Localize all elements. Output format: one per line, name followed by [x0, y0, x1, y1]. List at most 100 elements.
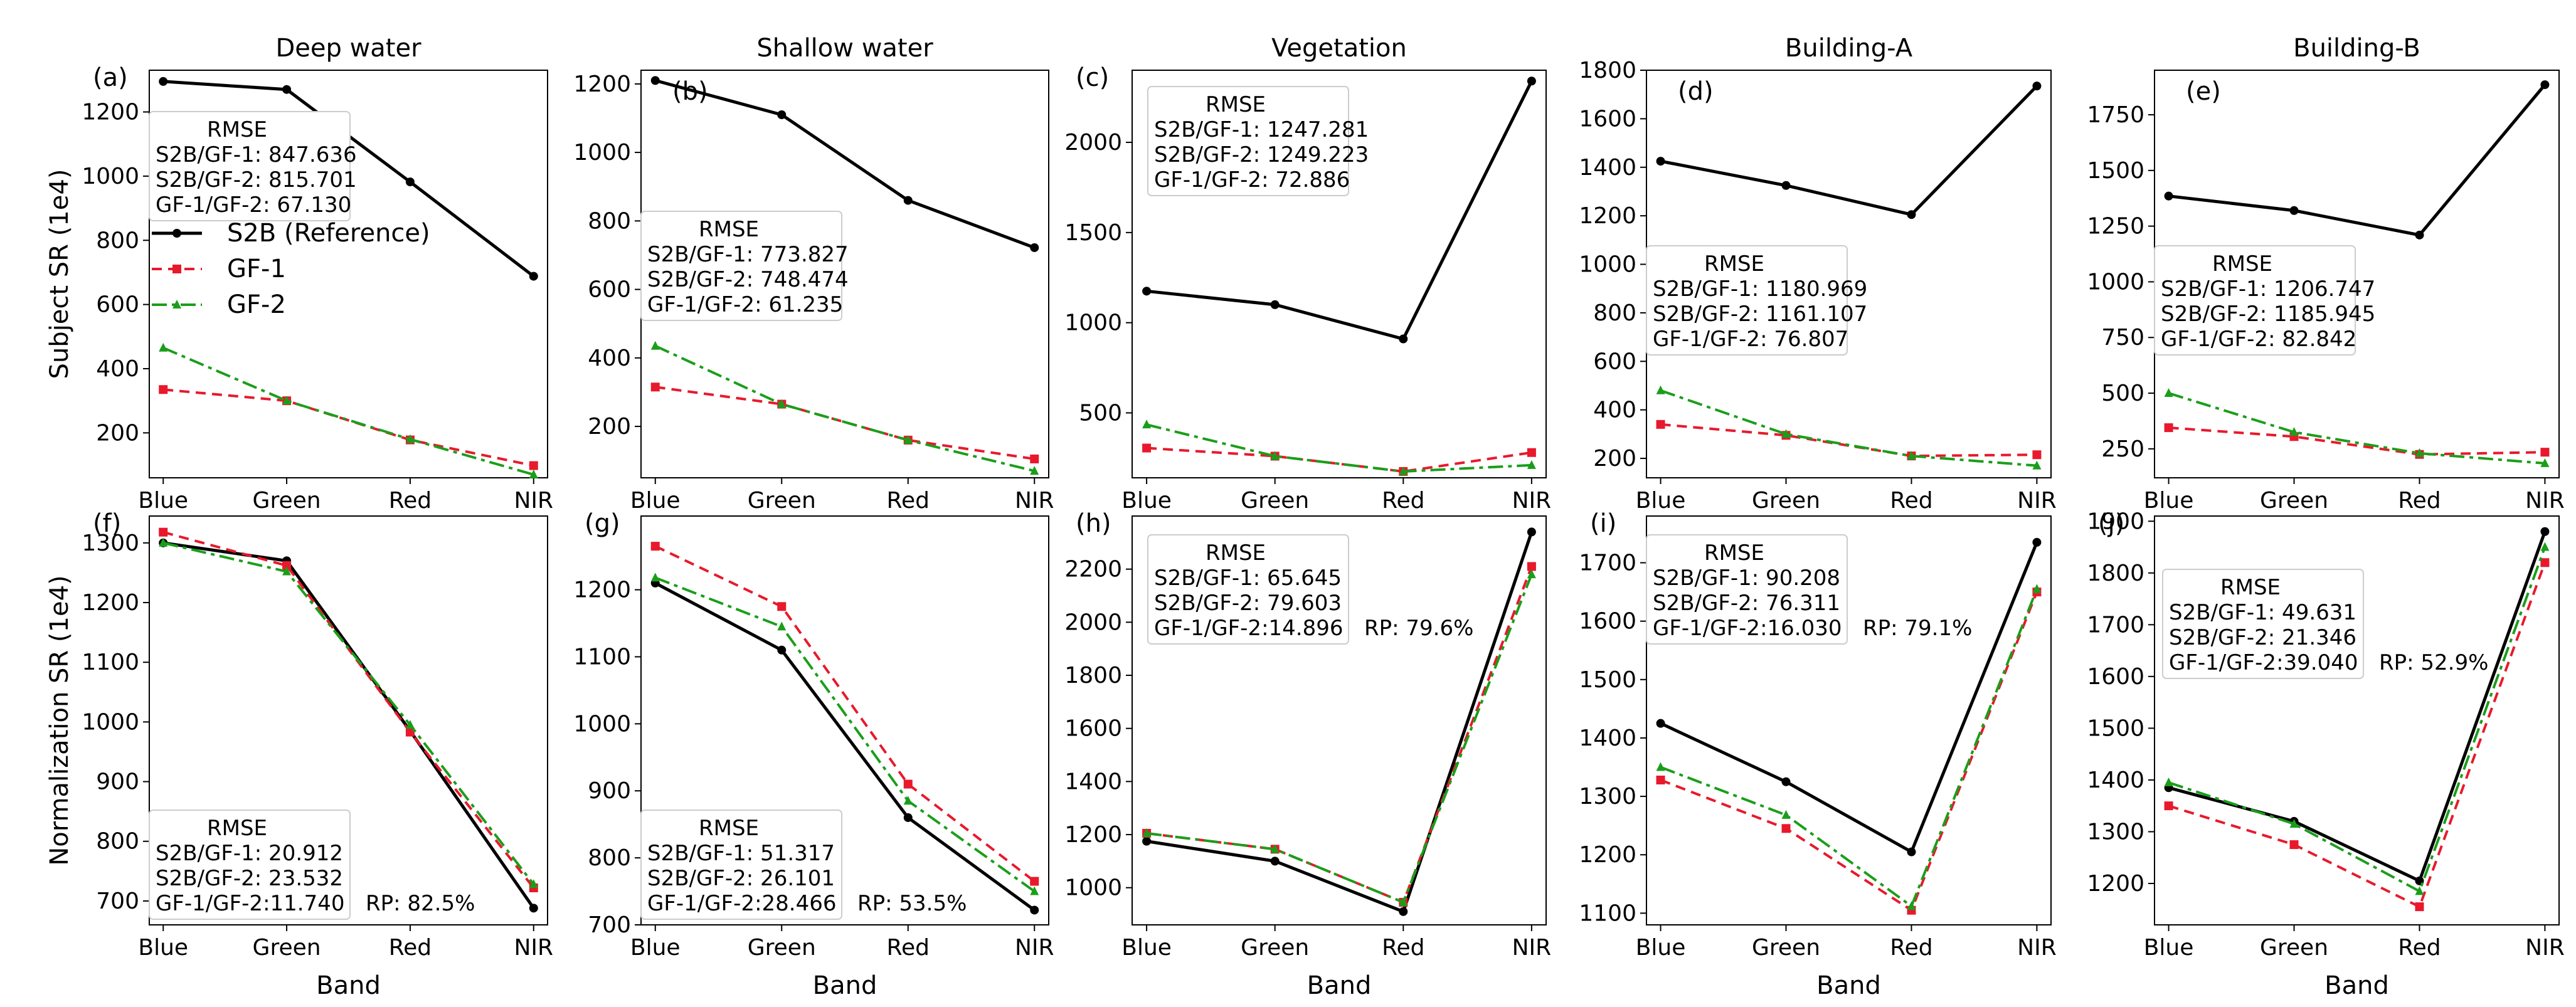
rmse-line: S2B/GF-2: 815.701	[156, 167, 357, 192]
rmse-box-frame	[149, 111, 351, 221]
x-tick-label: Green	[1241, 935, 1309, 961]
series-line-s2b	[162, 541, 535, 909]
y-tick-label: 1600	[1579, 609, 1636, 635]
data-point-gf2	[777, 399, 787, 408]
data-point-gf2	[529, 469, 538, 478]
data-point-s2b	[777, 110, 787, 120]
y-tick-label: 800	[96, 228, 139, 253]
y-tick-label: 1300	[1579, 784, 1636, 809]
y-tick-label: 1000	[1579, 252, 1636, 278]
rmse-line: S2B/GF-2: 1161.107	[1653, 302, 1867, 327]
data-point-gf2	[2164, 388, 2173, 398]
column-title: Building-A	[1785, 34, 1913, 63]
rmse-line: GF-1/GF-2: 72.886	[1154, 167, 1350, 192]
y-tick-label: 200	[1593, 446, 1636, 472]
data-point-gf2	[2415, 886, 2424, 895]
data-point-gf1	[1656, 776, 1665, 785]
x-tick-label: NIR	[2017, 488, 2057, 514]
data-point-s2b	[2032, 82, 2042, 91]
y-tick-label: 1100	[573, 644, 631, 670]
y-tick-label: 800	[96, 829, 139, 855]
series-line-gf1	[654, 545, 1036, 883]
x-tick-label: Blue	[138, 488, 188, 514]
x-tick-label: Blue	[138, 935, 188, 961]
y-tick-label: 800	[588, 208, 631, 234]
y-tick-label: 400	[588, 345, 631, 371]
y-tick-label: 1800	[1064, 663, 1122, 688]
data-point-gf1	[2289, 840, 2299, 850]
y-tick-label: 2000	[1064, 130, 1122, 156]
rmse-line: GF-1/GF-2:16.030	[1653, 616, 1842, 641]
plot-frame	[2154, 515, 2560, 925]
data-point-gf1	[2415, 902, 2424, 912]
data-point-gf1	[1527, 562, 1536, 571]
data-point-gf1	[2540, 448, 2550, 457]
rmse-box-frame	[2154, 245, 2356, 356]
x-tick-label: NIR	[2525, 935, 2565, 961]
plot-frame	[149, 70, 548, 478]
column-title: Deep water	[275, 34, 421, 63]
data-point-s2b	[1527, 527, 1536, 537]
x-tick-label: Green	[2260, 935, 2328, 961]
rmse-line: S2B/GF-1: 49.631	[2169, 600, 2356, 625]
data-point-gf1	[1527, 448, 1536, 457]
data-point-gf2	[1270, 451, 1280, 460]
panel-f: Blue Green Red NIR 700 800 900 1000 1100 1200 1300…	[82, 509, 553, 961]
panel-label: (i)	[1590, 509, 1616, 538]
rmse-line: S2B/GF-1: 20.912	[156, 841, 343, 866]
series-line-gf2	[1660, 588, 2038, 909]
plot-frame	[149, 515, 548, 925]
series-line-gf2	[162, 541, 535, 885]
rmse-title: RMSE	[699, 217, 759, 242]
y-tick-label: 900	[588, 778, 631, 804]
data-point-gf2	[282, 566, 292, 576]
panel-label: (c)	[1076, 63, 1109, 92]
plot-frame	[1646, 515, 2052, 925]
data-point-gf2	[1142, 419, 1152, 429]
y-tick-label: 1400	[1579, 155, 1636, 181]
y-tick-label: 700	[96, 888, 139, 914]
rmse-line: S2B/GF-1: 773.827	[647, 242, 849, 267]
rmse-title: RMSE	[2212, 251, 2272, 277]
rmse-line: S2B/GF-1: 1180.969	[1653, 277, 1867, 302]
rmse-line: S2B/GF-1: 90.208	[1653, 566, 1840, 591]
data-point-gf1	[405, 727, 415, 737]
x-tick-label: NIR	[1015, 935, 1054, 961]
data-point-gf2	[650, 340, 660, 350]
y-tick-label: 1400	[2087, 767, 2144, 793]
y-tick-label: 1500	[2087, 158, 2144, 184]
panel-label: (d)	[1678, 77, 1714, 106]
y-tick-label: 1200	[1579, 203, 1636, 229]
x-tick-label: NIR	[2017, 935, 2057, 961]
panel-label: (b)	[672, 77, 708, 106]
data-point-gf1	[2032, 450, 2042, 460]
y-tick-label: 1200	[573, 71, 631, 97]
panel-b: Blue Green Red NIR 200 400 600 800 1000 1200 (b) RM…	[573, 70, 1054, 514]
y-tick-label: 1500	[1064, 220, 1122, 246]
series-line-s2b	[2168, 83, 2547, 237]
data-point-gf2	[2164, 778, 2173, 787]
data-point-gf2	[903, 435, 913, 444]
y-tick-label: 1200	[573, 577, 631, 603]
rmse-line: GF-1/GF-2: 82.842	[2161, 327, 2356, 352]
y-tick-label: 400	[1593, 398, 1636, 423]
column-title: Vegetation	[1271, 34, 1407, 63]
x-axis-label: Band	[813, 971, 877, 1000]
y-tick-label: 500	[1079, 400, 1122, 426]
data-point-gf2	[1142, 828, 1152, 837]
data-point-s2b	[650, 76, 660, 85]
data-point-s2b	[1270, 300, 1280, 309]
rmse-title: RMSE	[207, 816, 267, 841]
y-tick-label: 200	[588, 414, 631, 440]
data-point-s2b	[529, 272, 538, 281]
rmse-title: RMSE	[1206, 92, 1266, 117]
y-tick-label: 1600	[1579, 106, 1636, 132]
x-tick-label: Blue	[1121, 488, 1172, 514]
x-tick-label: Red	[1382, 935, 1424, 961]
panel-label: (e)	[2186, 77, 2221, 106]
x-axis-label: Band	[316, 971, 381, 1000]
panel-d: Blue Green Red NIR 200 400 600 800 1000 1200 1400 1…	[1579, 58, 2056, 514]
